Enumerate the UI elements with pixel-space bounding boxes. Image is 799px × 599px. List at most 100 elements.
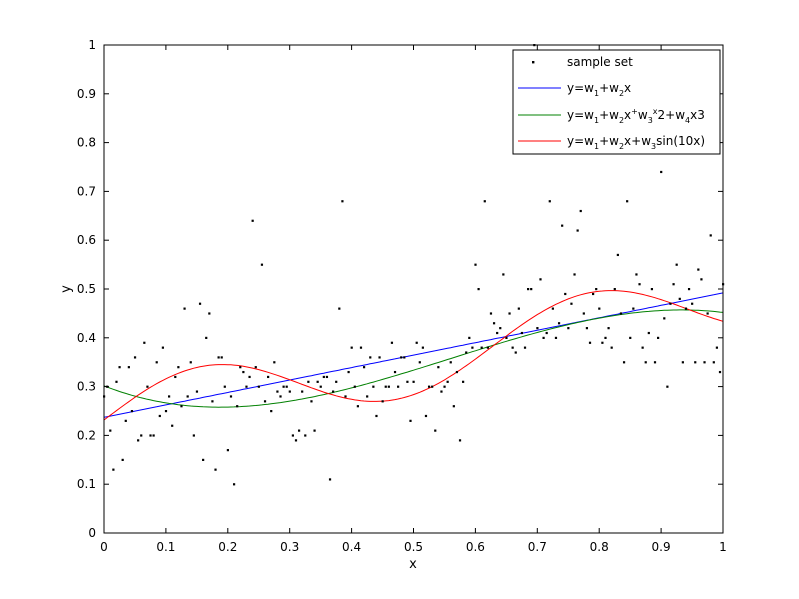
sample-point: [418, 361, 421, 364]
sample-point: [245, 385, 248, 388]
y-tick-label: 0.7: [77, 184, 96, 198]
sample-point: [112, 468, 115, 471]
sample-point: [124, 419, 127, 422]
sample-point: [362, 366, 366, 369]
sample-point: [486, 346, 489, 349]
sample-point: [483, 200, 486, 203]
sample-point: [709, 234, 712, 237]
y-tick-label: 0.5: [77, 282, 96, 296]
sample-point: [130, 410, 134, 413]
sample-point: [462, 380, 465, 383]
legend-marker-dot: [532, 61, 535, 64]
sample-point: [133, 356, 137, 359]
sample-point: [421, 346, 424, 349]
sample-point: [400, 356, 403, 359]
sample-point: [477, 288, 480, 291]
sample-point: [588, 341, 592, 344]
sample-point: [465, 351, 468, 354]
sample-point: [208, 312, 211, 315]
sample-point: [375, 414, 378, 418]
sample-point: [301, 390, 304, 393]
sample-point: [548, 200, 551, 203]
sample-point: [681, 361, 684, 364]
sample-point: [622, 361, 626, 364]
sample-point: [307, 380, 310, 383]
sample-point: [458, 439, 462, 442]
sample-point: [164, 410, 168, 413]
sample-point: [285, 385, 288, 388]
sample-point: [297, 429, 301, 432]
sample-point: [359, 346, 363, 349]
sample-point: [378, 356, 381, 359]
sample-point: [254, 366, 257, 369]
sample-point: [715, 346, 719, 349]
sample-point: [412, 380, 415, 383]
sample-point: [579, 209, 582, 213]
sample-point: [564, 292, 567, 296]
x-tick-label: 0.8: [590, 540, 609, 554]
sample-point: [294, 439, 298, 442]
sample-point: [393, 370, 397, 374]
sample-point: [650, 288, 654, 291]
sample-points: [103, 44, 725, 486]
sample-point: [635, 273, 638, 276]
sample-point: [236, 405, 239, 408]
sample-point: [257, 385, 260, 388]
sample-point: [211, 400, 214, 403]
sample-point: [499, 327, 502, 330]
sine-fit-line: [103, 290, 724, 421]
sample-point: [629, 336, 632, 339]
y-axis-ticks: 0 0.1 0.2 0.3 0.4 0.5 0.6 0.7 0.8 0.9 1: [77, 38, 723, 540]
sample-point: [567, 327, 570, 330]
y-tick-label: 0.3: [77, 380, 96, 394]
sample-point: [632, 307, 635, 310]
sample-point: [149, 434, 152, 437]
sample-point: [263, 400, 267, 403]
sample-point: [180, 405, 183, 408]
sample-point: [186, 395, 189, 398]
sample-point: [582, 312, 585, 315]
sample-point: [530, 288, 533, 291]
sample-point: [369, 356, 372, 359]
sample-point: [527, 288, 530, 291]
sample-point: [647, 331, 650, 335]
sample-point: [610, 346, 613, 349]
sample-point: [440, 390, 443, 393]
sample-point: [474, 263, 477, 266]
sample-point: [570, 302, 573, 305]
sample-point: [335, 380, 338, 383]
sample-point: [316, 380, 319, 383]
sample-point: [276, 390, 279, 393]
sample-point: [322, 375, 325, 379]
sample-point: [505, 336, 508, 339]
sample-point: [641, 346, 644, 349]
sample-point: [232, 483, 236, 486]
sample-point: [520, 331, 524, 335]
legend-label: sample set: [567, 55, 633, 69]
sample-point: [202, 458, 205, 461]
sample-point: [706, 312, 709, 315]
sample-point: [638, 283, 641, 286]
y-tick-label: 0.2: [77, 428, 96, 442]
sample-point: [198, 302, 202, 305]
sample-point: [242, 370, 245, 374]
sample-point: [310, 400, 313, 403]
sample-point: [109, 429, 112, 432]
sample-point: [325, 375, 329, 379]
y-tick-label: 1: [88, 38, 96, 52]
sample-point: [712, 361, 715, 364]
cubic-fit-line: [103, 309, 724, 408]
sample-point: [539, 278, 542, 281]
sample-point: [282, 385, 285, 388]
sample-point: [663, 317, 666, 320]
sample-point: [248, 375, 251, 379]
sample-point: [288, 390, 291, 393]
sample-point: [341, 200, 344, 203]
sample-point: [304, 434, 307, 437]
sample-point: [616, 253, 619, 257]
sample-point: [279, 395, 282, 398]
sample-point: [644, 361, 647, 364]
sample-point: [214, 468, 217, 471]
sample-point: [313, 429, 316, 432]
